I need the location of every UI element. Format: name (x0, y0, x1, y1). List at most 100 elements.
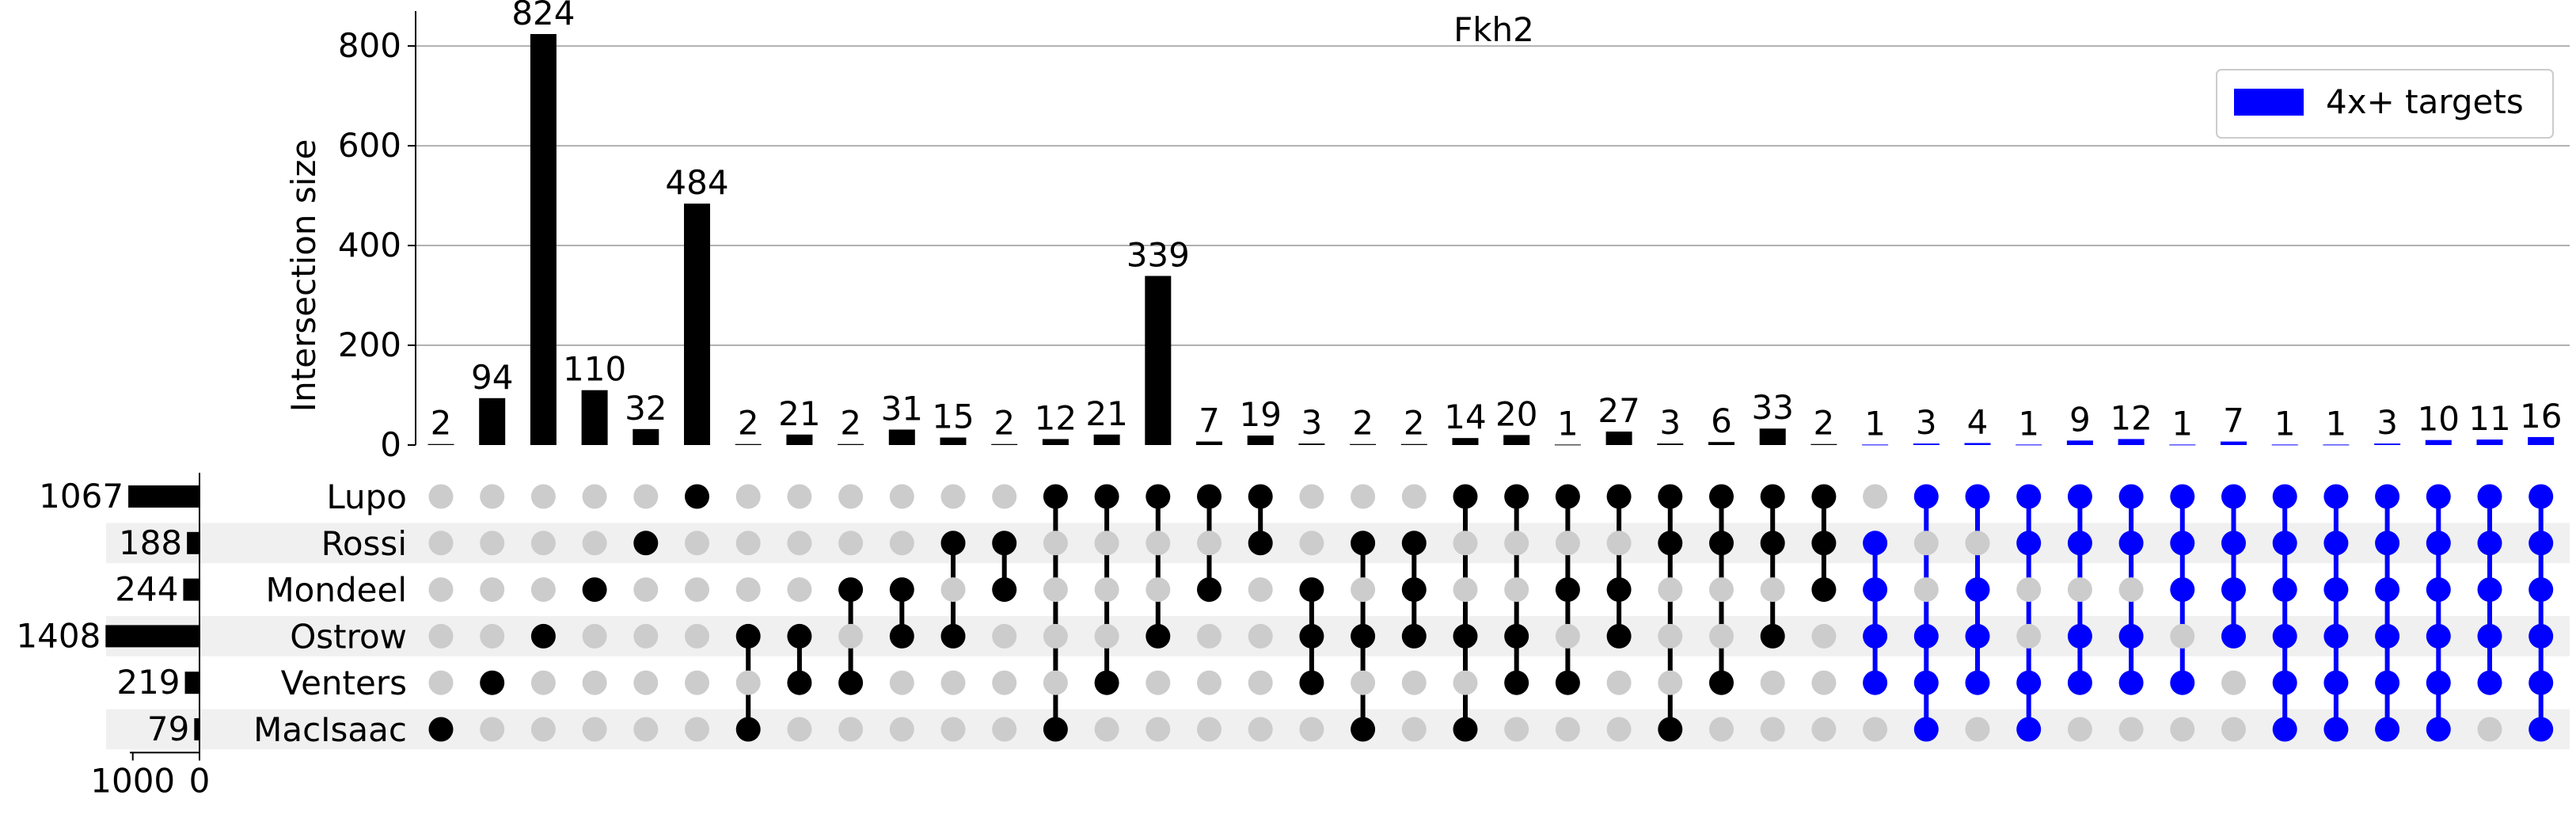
intersection-bar (581, 390, 608, 445)
member-dot (2529, 531, 2554, 556)
intersection-bar (2528, 436, 2555, 445)
member-dot (1299, 670, 1324, 695)
member-dot (1606, 623, 1632, 649)
member-dot (2529, 623, 2554, 649)
set-size-tick-label: 0 (189, 761, 211, 800)
bar-value-label: 1 (2171, 404, 2193, 443)
member-dot (2529, 484, 2554, 509)
y-axis: 0 200 400 600 800 (338, 11, 416, 464)
member-dot (530, 623, 556, 649)
bar-value-label: 339 (1127, 235, 1190, 274)
intersection-bar (838, 443, 864, 445)
empty-dot (992, 717, 1017, 742)
member-dot (1709, 484, 1734, 509)
empty-dot (1965, 717, 1990, 742)
empty-dot (735, 670, 761, 695)
member-dot (940, 623, 966, 649)
gridlines (416, 45, 2570, 347)
set-size-label: 188 (119, 523, 182, 562)
empty-dot (1504, 717, 1529, 742)
empty-dot (1913, 577, 1939, 603)
empty-dot (2170, 623, 2195, 649)
empty-dot (1401, 670, 1427, 695)
y-tick-label: 200 (338, 325, 401, 364)
empty-dot (1351, 484, 1376, 509)
member-dot (1401, 623, 1427, 649)
member-dot (1094, 670, 1119, 695)
intersection-bar (1759, 428, 1786, 445)
empty-dot (1658, 623, 1683, 649)
empty-dot (530, 717, 556, 742)
empty-dot (787, 577, 812, 603)
member-dot (2221, 577, 2246, 603)
member-dot (1863, 531, 1888, 556)
member-dot (1913, 717, 1939, 742)
member-dot (1146, 484, 1171, 509)
bar-value-label: 110 (563, 350, 626, 389)
member-dot (1760, 623, 1785, 649)
member-dot (2529, 670, 2554, 695)
empty-dot (582, 670, 607, 695)
y-axis-label: Intersection size (284, 139, 323, 413)
member-dot (889, 577, 914, 603)
member-dot (1504, 670, 1529, 695)
empty-dot (1453, 670, 1478, 695)
intersection-bar (1145, 276, 1172, 445)
set-size-bar (183, 578, 199, 601)
intersection-bar (1708, 442, 1734, 445)
intersection-bar (2425, 439, 2452, 445)
member-dot (2375, 577, 2400, 603)
empty-dot (582, 623, 607, 649)
member-dot (2529, 717, 2554, 742)
set-size-tick-label: 1000 (90, 761, 175, 800)
intersection-bar (1042, 439, 1069, 445)
empty-dot (1863, 717, 1888, 742)
set-label: Lupo (326, 477, 407, 516)
member-dot (2323, 577, 2349, 603)
empty-dot (1863, 484, 1888, 509)
member-dot (735, 623, 761, 649)
empty-dot (685, 623, 709, 649)
bar-value-label: 2 (994, 404, 1015, 443)
empty-dot (530, 577, 556, 603)
intersection-bar (1093, 434, 1120, 445)
bar-value-label: 2 (1814, 404, 1835, 443)
intersection-bar (427, 443, 454, 445)
empty-dot (480, 623, 505, 649)
member-dot (1606, 484, 1632, 509)
empty-dot (838, 717, 864, 742)
membership-matrix (428, 484, 2554, 742)
bar-value-label: 2 (1352, 404, 1373, 443)
row-stripe (106, 616, 2570, 656)
member-dot (2118, 670, 2144, 695)
intersection-bar (1554, 444, 1581, 446)
member-dot (2016, 531, 2042, 556)
empty-dot (1146, 531, 1171, 556)
empty-dot (1401, 717, 1427, 742)
member-dot (2016, 670, 2042, 695)
empty-dot (735, 531, 761, 556)
member-dot (633, 531, 659, 556)
empty-dot (1913, 531, 1939, 556)
member-dot (1658, 484, 1683, 509)
intersection-bar (1196, 441, 1222, 445)
empty-dot (1504, 577, 1529, 603)
legend: 4x+ targets (2216, 69, 2554, 139)
member-dot (2323, 717, 2349, 742)
empty-dot (685, 670, 709, 695)
intersection-bar (479, 398, 506, 445)
empty-dot (480, 484, 505, 509)
member-dot (2426, 531, 2451, 556)
bar-value-label: 3 (1301, 403, 1323, 442)
empty-dot (685, 577, 709, 603)
empty-dot (940, 577, 966, 603)
chart-title: Fkh2 (1453, 10, 1534, 49)
bar-value-label: 32 (625, 389, 667, 428)
empty-dot (480, 717, 505, 742)
empty-dot (428, 484, 454, 509)
member-dot (1965, 484, 1990, 509)
member-dot (2375, 717, 2400, 742)
empty-dot (1606, 670, 1632, 695)
empty-dot (838, 531, 864, 556)
bar-value-label: 3 (1916, 403, 1937, 442)
